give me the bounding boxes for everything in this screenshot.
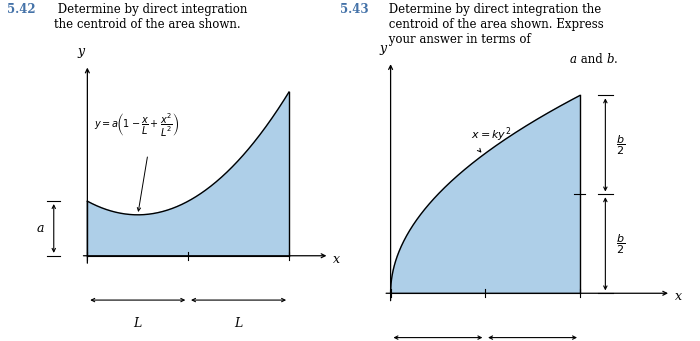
Text: x: x xyxy=(332,253,340,266)
Text: L: L xyxy=(134,317,142,330)
Text: $\dfrac{b}{2}$: $\dfrac{b}{2}$ xyxy=(616,133,625,157)
Text: 5.43: 5.43 xyxy=(340,3,368,16)
Text: L: L xyxy=(234,317,243,330)
Text: .: . xyxy=(614,53,617,66)
Polygon shape xyxy=(391,95,580,293)
Text: 5.42: 5.42 xyxy=(7,3,35,16)
Text: Determine by direct integration the
 centroid of the area shown. Express
 your a: Determine by direct integration the cent… xyxy=(385,3,604,46)
Text: $y = a\!\left(1 - \dfrac{x}{L} + \dfrac{x^2}{L^2}\right)$: $y = a\!\left(1 - \dfrac{x}{L} + \dfrac{… xyxy=(94,111,179,138)
Text: a: a xyxy=(570,53,577,66)
Text: $\dfrac{b}{2}$: $\dfrac{b}{2}$ xyxy=(616,232,625,255)
Text: b: b xyxy=(606,53,614,66)
Polygon shape xyxy=(88,92,289,256)
Text: y: y xyxy=(380,42,387,55)
Text: a: a xyxy=(36,222,44,235)
Text: x: x xyxy=(675,290,682,303)
Text: y: y xyxy=(77,45,84,58)
Text: $x = ky^2$: $x = ky^2$ xyxy=(470,126,511,144)
Text: and: and xyxy=(578,53,607,66)
Text: Determine by direct integration
the centroid of the area shown.: Determine by direct integration the cent… xyxy=(54,3,247,31)
